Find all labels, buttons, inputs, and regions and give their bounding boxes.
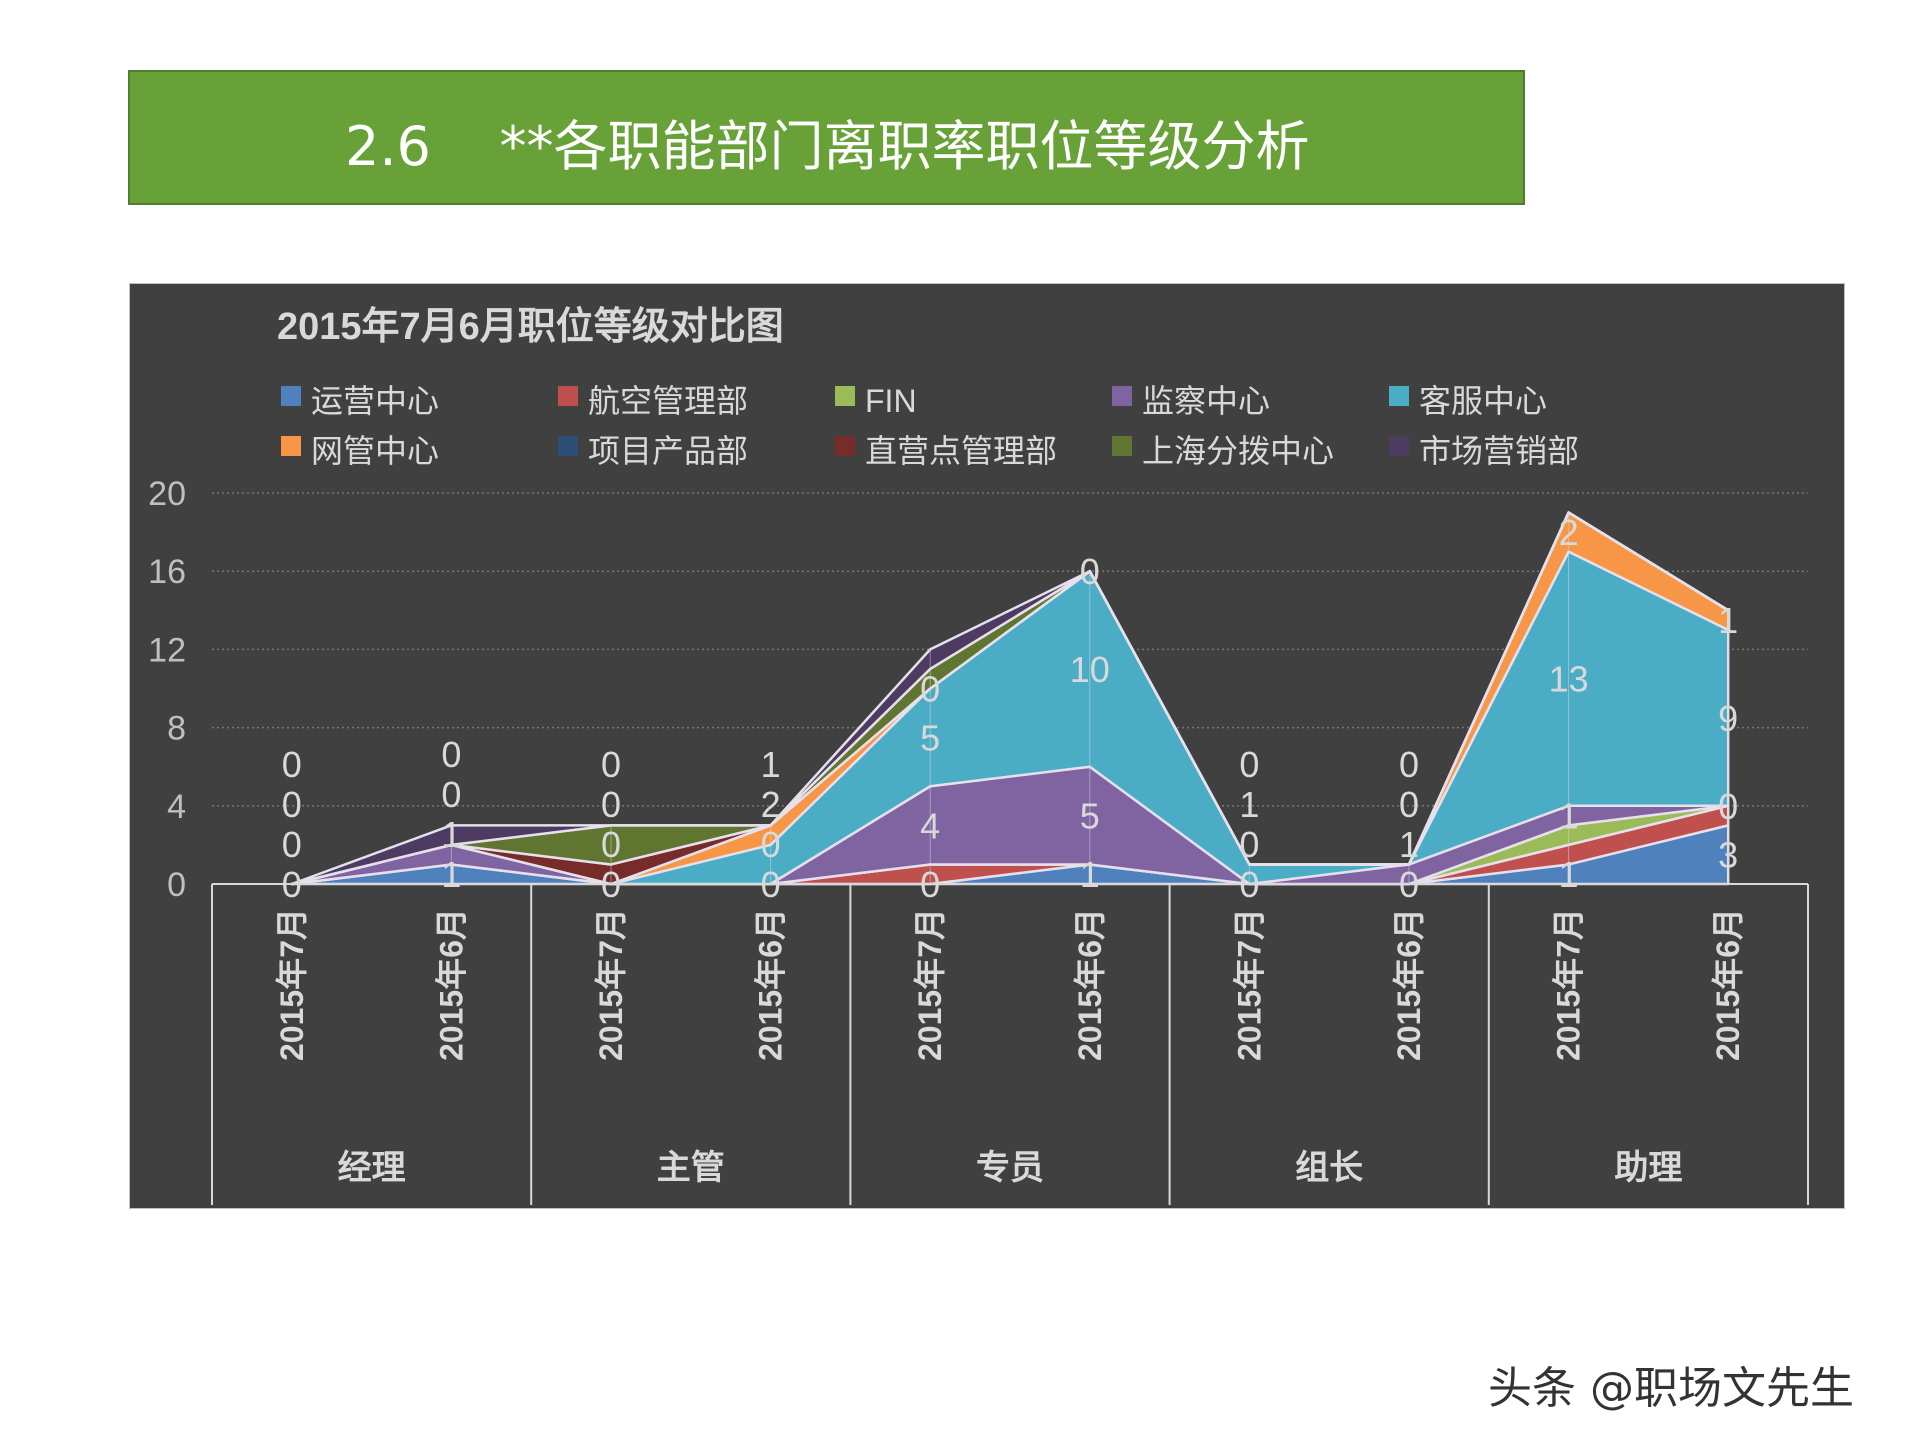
x-tick-label: 2015年6月: [433, 908, 469, 1061]
data-label: 1: [441, 854, 461, 895]
data-label: 5: [920, 717, 940, 758]
group-label: 助理: [1614, 1149, 1682, 1187]
data-label: 1: [1718, 600, 1738, 641]
legend-label: 运营中心: [311, 383, 439, 419]
data-label: 9: [1718, 698, 1738, 739]
data-label: 0: [1399, 744, 1419, 785]
y-tick-label: 8: [167, 710, 186, 748]
data-label: 2: [761, 784, 781, 825]
legend-label: 监察中心: [1142, 383, 1270, 419]
y-tick-label: 16: [148, 553, 186, 591]
legend-swatch: [1112, 436, 1132, 456]
data-label: 3: [1718, 835, 1738, 876]
data-label: 1: [761, 744, 781, 785]
legend-swatch: [835, 386, 855, 406]
legend-swatch: [558, 436, 578, 456]
data-label: 0: [601, 744, 621, 785]
watermark: 头条 @职场文先生: [1488, 1363, 1854, 1414]
data-label: 1: [1559, 796, 1579, 837]
x-tick-label: 2015年6月: [1072, 908, 1108, 1061]
data-label: 0: [1399, 784, 1419, 825]
data-label: 0: [282, 784, 302, 825]
data-label: 13: [1549, 659, 1589, 700]
group-label: 主管: [657, 1149, 725, 1187]
data-label: 10: [1070, 649, 1110, 690]
section-title-bar: 2.6 **各职能部门离职率职位等级分析: [128, 70, 1525, 205]
data-label: 0: [1239, 744, 1259, 785]
legend-label: 航空管理部: [588, 383, 748, 419]
x-tick-label: 2015年7月: [593, 908, 629, 1061]
x-tick-label: 2015年6月: [1391, 908, 1427, 1061]
legend-label: 客服中心: [1419, 383, 1547, 419]
data-label: 0: [441, 734, 461, 775]
y-tick-label: 12: [148, 631, 186, 669]
y-tick-label: 0: [167, 866, 186, 904]
x-tick-label: 2015年7月: [912, 908, 948, 1061]
legend-swatch: [281, 386, 301, 406]
data-label: 0: [601, 824, 621, 865]
data-label: 0: [761, 824, 781, 865]
legend-swatch: [1112, 386, 1132, 406]
group-label: 经理: [338, 1149, 406, 1187]
data-label: 1: [441, 814, 461, 855]
chart-title: 2015年7月6月职位等级对比图: [277, 306, 784, 348]
x-tick-label: 2015年7月: [274, 908, 310, 1061]
x-tick-label: 2015年6月: [753, 908, 789, 1061]
data-label: 1: [1559, 854, 1579, 895]
y-tick-label: 20: [148, 475, 186, 513]
data-label: 1: [1080, 854, 1100, 895]
group-label: 专员: [976, 1149, 1044, 1187]
data-label: 0: [601, 784, 621, 825]
legend-swatch: [281, 436, 301, 456]
legend-label: 项目产品部: [588, 433, 748, 469]
data-label: 0: [1239, 824, 1259, 865]
data-label: 1: [1399, 824, 1419, 865]
data-label: 0: [441, 774, 461, 815]
legend-swatch: [1389, 386, 1409, 406]
x-tick-label: 2015年7月: [1551, 908, 1587, 1061]
legend-label: 市场营销部: [1419, 433, 1579, 469]
axes: 2015年7月 2015年6月 2015年7月 2015年6月 2015年7月 2015年…: [211, 883, 1809, 1205]
data-label: 5: [1080, 796, 1100, 837]
data-label: 0: [282, 824, 302, 865]
data-label: 0: [1080, 551, 1100, 592]
data-label: 2: [1559, 512, 1579, 553]
stacked-area-chart: 2015年7月6月职位等级对比图 运营中心 航空管理部 FIN 监察中心 客服中心网管中…: [129, 283, 1845, 1209]
legend-swatch: [835, 436, 855, 456]
legend-label: 直营点管理部: [865, 433, 1057, 469]
data-label: 0: [920, 669, 940, 710]
data-label: 4: [920, 805, 940, 846]
group-label: 组长: [1295, 1149, 1363, 1187]
legend-label: 上海分拨中心: [1142, 433, 1334, 469]
x-tick-label: 2015年7月: [1231, 908, 1267, 1061]
data-label: 1: [1239, 784, 1259, 825]
y-tick-label: 4: [167, 788, 186, 826]
data-label: 0: [282, 744, 302, 785]
legend-label: FIN: [865, 383, 917, 419]
section-title: 2.6 **各职能部门离职率职位等级分析: [345, 115, 1310, 178]
x-tick-label: 2015年6月: [1710, 908, 1746, 1061]
data-label: 0: [1718, 786, 1738, 827]
legend-swatch: [558, 386, 578, 406]
legend-swatch: [1389, 436, 1409, 456]
legend-label: 网管中心: [311, 433, 439, 469]
